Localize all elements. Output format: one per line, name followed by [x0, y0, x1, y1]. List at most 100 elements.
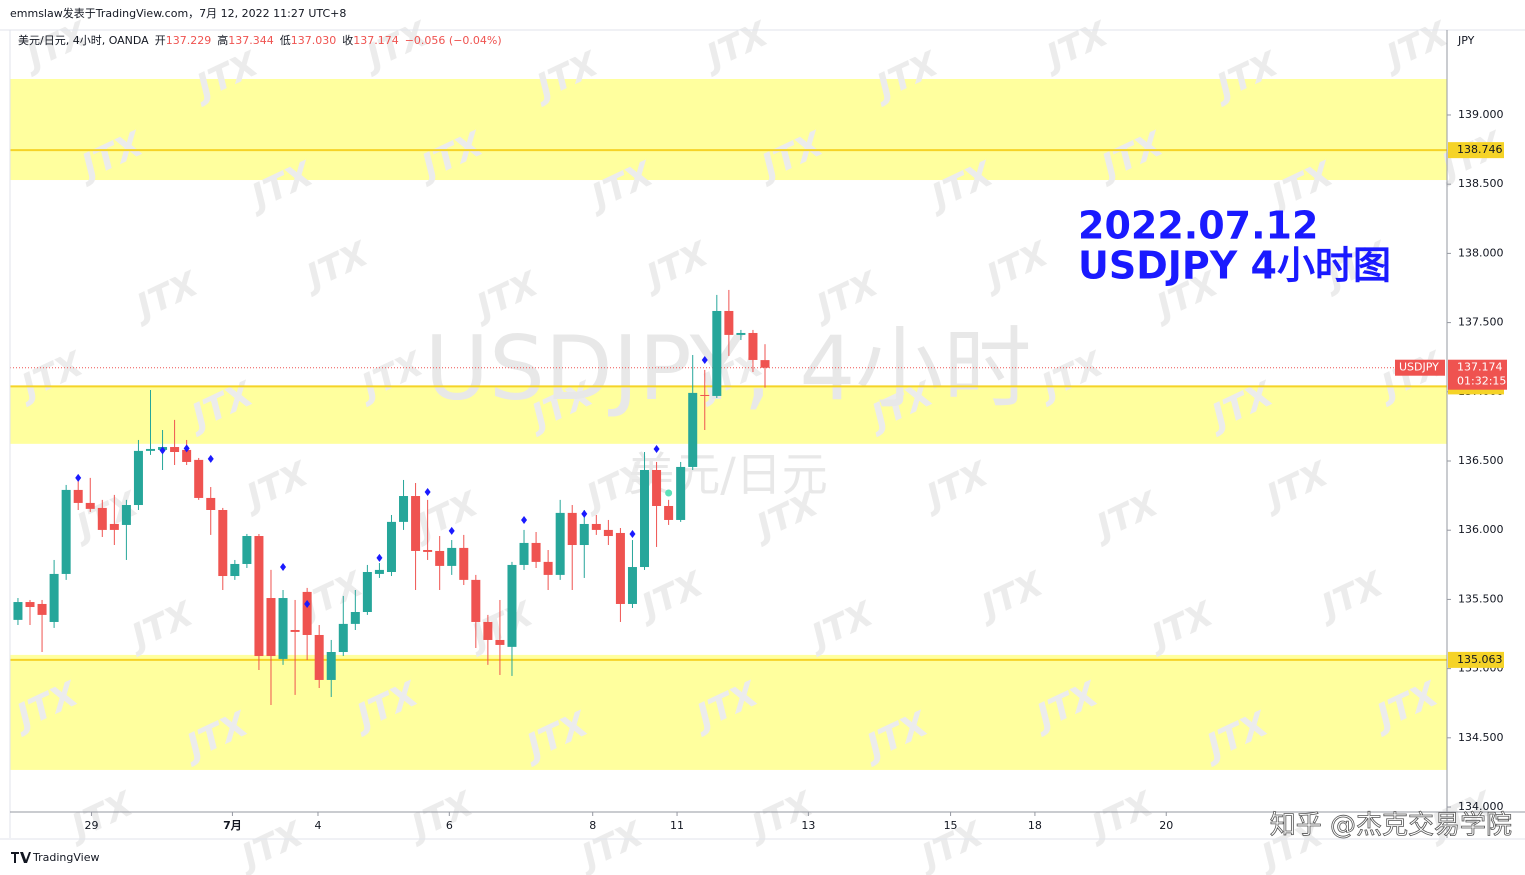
candle-body: [411, 496, 421, 551]
legend: 美元/日元, 4小时, OANDA 开137.229 高137.344 低137.03…: [18, 33, 502, 47]
candle-body: [85, 502, 95, 509]
candle-body: [278, 598, 288, 659]
signal-marker: [653, 444, 660, 453]
candle-body: [531, 542, 541, 562]
candle-body: [543, 561, 553, 575]
x-tick-label: 13: [801, 819, 815, 832]
legend-item: 低: [280, 34, 291, 47]
candle-body: [206, 497, 216, 510]
support-resistance-zone: [10, 78, 1447, 181]
candle-body: [61, 489, 71, 574]
y-tick-label: 136.500: [1458, 454, 1504, 467]
description-watermark: 美元/日元: [628, 448, 828, 502]
x-tick-label: 4: [314, 819, 321, 832]
candle-body: [133, 450, 143, 506]
candle-body: [399, 496, 409, 522]
candle-body: [435, 550, 445, 566]
candle-body: [567, 512, 577, 546]
x-tick-label: 11: [670, 819, 684, 832]
signal-marker: [280, 563, 287, 572]
signal-marker: [521, 515, 528, 524]
signal-marker: [424, 488, 431, 497]
y-tick-label: 135.500: [1458, 592, 1504, 605]
legend-item: 开: [155, 34, 166, 47]
signal-marker: [159, 446, 166, 455]
candle-body: [664, 505, 674, 520]
candle-body: [676, 466, 686, 520]
x-tick-label: 20: [1159, 819, 1173, 832]
candle-body: [495, 639, 505, 645]
signal-marker: [207, 454, 214, 463]
candle-body: [266, 598, 276, 657]
support-resistance-zone: [10, 654, 1447, 770]
candle-body: [49, 573, 59, 622]
legend-item: 收: [342, 33, 353, 47]
candle-body: [374, 569, 384, 574]
x-tick-label: 15: [944, 819, 958, 832]
legend-item: 137.229: [166, 34, 212, 47]
level-tag-label: 135.063: [1457, 653, 1503, 666]
annotation: 2022.07.12: [1078, 204, 1318, 248]
candle-body: [97, 507, 107, 530]
signal-marker: [75, 473, 82, 482]
candle-body: [362, 572, 372, 613]
candle-body: [73, 489, 83, 503]
candle-body: [483, 621, 493, 640]
signal-marker: [376, 553, 383, 562]
signal-marker: [183, 444, 190, 453]
x-tick-label: 8: [589, 819, 596, 832]
candle-body: [724, 310, 734, 335]
annotation: USDJPY 4小时图: [1078, 244, 1391, 288]
candle-body: [350, 612, 360, 624]
legend-item: 137.174: [353, 34, 399, 47]
candle-body: [627, 567, 637, 604]
x-tick-label: 7月: [223, 819, 242, 832]
countdown: 01:32:15: [1457, 375, 1506, 388]
y-tick-label: 138.500: [1458, 177, 1504, 190]
candle-body: [326, 652, 336, 680]
legend-item: −0.056 (−0.04%): [405, 34, 502, 47]
candle-body: [182, 449, 192, 462]
candle-body: [218, 509, 228, 577]
candle-body: [555, 512, 565, 575]
y-tick-label: 136.000: [1458, 523, 1504, 536]
symbol-tag: [1395, 359, 1445, 376]
signal-marker: [665, 489, 673, 497]
level-tag: [1448, 651, 1504, 668]
candle-body: [736, 332, 746, 335]
candle-body: [603, 529, 613, 537]
candle-body: [471, 579, 481, 622]
candle-body: [712, 310, 722, 396]
legend-line: 美元/日元, 4小时, OANDA 开137.229 高137.344 低137.03…: [18, 33, 502, 47]
candle-body: [230, 563, 240, 577]
candle-body: [519, 542, 529, 565]
footer-logo: TradingView: [32, 851, 99, 864]
level-tag: [1448, 142, 1504, 159]
price-tag-label: 137.174: [1457, 361, 1503, 374]
publisher: emmslaw发表于TradingView.com，7月 12, 2022 11…: [10, 6, 346, 20]
candle-body: [121, 505, 131, 525]
tradingview-icon: [11, 852, 31, 863]
candle-body: [170, 447, 180, 453]
candle-body: [254, 536, 264, 657]
candle-body: [338, 623, 348, 653]
candle-body: [507, 564, 517, 647]
candle-body: [447, 547, 457, 566]
candle-body: [700, 394, 710, 396]
candle-body: [640, 469, 650, 568]
candle-body: [290, 629, 300, 632]
support-resistance-zone: [10, 385, 1447, 444]
signal-marker: [304, 599, 311, 608]
candle-body: [145, 448, 155, 451]
x-tick-label: 18: [1028, 819, 1042, 832]
y-tick-label: 134.000: [1458, 800, 1504, 813]
candle-body: [688, 392, 698, 467]
candle-body: [13, 602, 23, 620]
candle-body: [25, 602, 35, 608]
signal-marker: [448, 526, 455, 535]
x-tick-label: 29: [84, 819, 98, 832]
y-tick-label: 137.500: [1458, 316, 1504, 329]
candle-body: [242, 536, 252, 564]
legend-item: 高: [217, 33, 228, 47]
